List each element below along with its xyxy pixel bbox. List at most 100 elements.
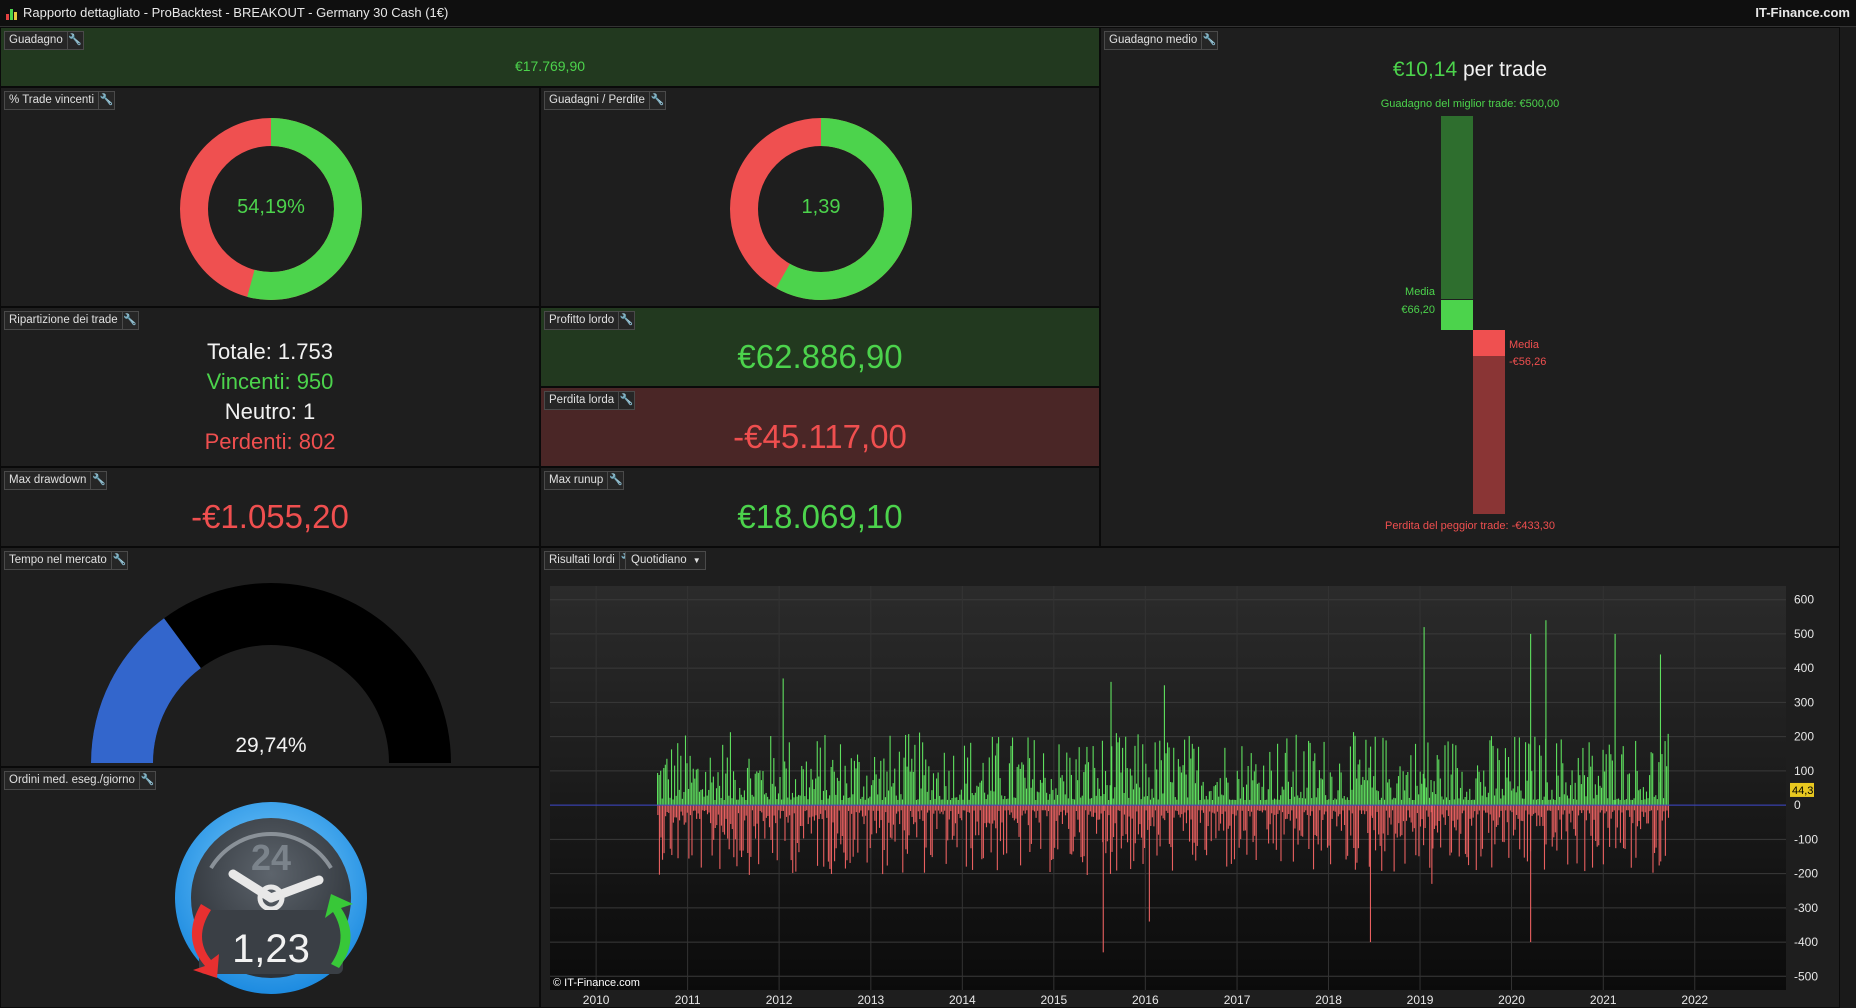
- panel-title-label: Ordini med. eseg./giorno: [9, 774, 135, 786]
- bar: [847, 797, 849, 806]
- bar: [1216, 805, 1218, 812]
- wrench-icon[interactable]: 🔧: [110, 552, 127, 569]
- bar: [1433, 781, 1435, 806]
- bar: [1590, 766, 1592, 806]
- bar: [1401, 799, 1403, 806]
- bar: [782, 678, 784, 806]
- bar: [1113, 805, 1115, 838]
- bar: [1593, 798, 1595, 806]
- bar: [1301, 798, 1303, 806]
- bar: [1587, 805, 1589, 811]
- bar: [696, 805, 698, 819]
- bar: [697, 805, 699, 814]
- bar: [1351, 789, 1353, 806]
- bar: [1163, 685, 1165, 806]
- bar: [1063, 805, 1065, 811]
- bar: [1306, 805, 1308, 815]
- bar: [1015, 805, 1017, 819]
- bar: [1157, 799, 1159, 806]
- bar: [1211, 799, 1214, 806]
- bar: [1352, 732, 1355, 806]
- bar: [742, 797, 744, 806]
- y-tick-label: 600: [1794, 593, 1814, 607]
- bar: [1546, 782, 1548, 806]
- bar: [1343, 805, 1346, 826]
- bar: [1116, 805, 1118, 871]
- bar: [1287, 781, 1289, 806]
- wrench-icon[interactable]: 🔧: [648, 92, 665, 109]
- bar: [1399, 766, 1401, 806]
- bar: [1423, 805, 1425, 846]
- bar: [1543, 796, 1545, 806]
- bar: [714, 805, 716, 829]
- bar: [1283, 805, 1285, 835]
- bar: [822, 790, 824, 806]
- bar: [835, 794, 837, 806]
- bar: [1636, 805, 1639, 827]
- bar: [1390, 787, 1392, 806]
- bar: [1299, 805, 1301, 831]
- bar: [1441, 805, 1443, 815]
- wrench-icon[interactable]: 🔧: [138, 772, 155, 789]
- bar: [1573, 799, 1575, 806]
- bar: [1092, 746, 1094, 806]
- bar: [716, 805, 718, 826]
- bar: [1335, 799, 1338, 806]
- wrench-icon[interactable]: 🔧: [618, 392, 634, 409]
- bar: [1481, 795, 1483, 806]
- panel-title-label: % Trade vincenti: [9, 94, 95, 106]
- bar: [663, 768, 665, 806]
- bar: [1145, 763, 1147, 806]
- bar: [1246, 805, 1248, 855]
- bar: [803, 805, 805, 839]
- bar: [1545, 620, 1547, 806]
- bar: [750, 778, 752, 806]
- wrench-icon[interactable]: 🔧: [1201, 32, 1217, 49]
- bar: [765, 792, 767, 806]
- panel-title: Guadagni / Perdite 🔧: [544, 91, 666, 110]
- bar: [884, 797, 886, 806]
- bar: [1426, 805, 1428, 811]
- bar: [1325, 805, 1327, 812]
- wrench-icon[interactable]: 🔧: [607, 472, 623, 489]
- wrench-icon[interactable]: 🔧: [618, 312, 634, 329]
- wrench-icon[interactable]: 🔧: [90, 472, 106, 489]
- bar: [1413, 799, 1415, 806]
- bar: [1218, 796, 1220, 806]
- bar: [1115, 733, 1117, 806]
- bar: [1404, 805, 1406, 864]
- clock-icon: 24: [175, 802, 367, 994]
- bar: [804, 805, 806, 812]
- bar: [1512, 788, 1514, 806]
- bar: [897, 799, 899, 806]
- worst-trade-bar: [1473, 356, 1505, 514]
- bar: [1331, 805, 1333, 819]
- bar: [731, 805, 733, 830]
- average-suffix: per trade: [1463, 58, 1548, 81]
- bar: [1616, 798, 1618, 806]
- bar: [1016, 766, 1018, 806]
- bar: [815, 805, 817, 816]
- wrench-icon[interactable]: 🔧: [98, 92, 114, 109]
- bar: [1215, 785, 1217, 806]
- bar: [722, 805, 724, 833]
- bar: [1147, 805, 1149, 830]
- bar: [858, 805, 860, 813]
- bar: [1292, 771, 1294, 806]
- bar: [1526, 805, 1528, 862]
- bar: [850, 758, 852, 806]
- bar: [908, 734, 910, 806]
- bar: [1569, 785, 1572, 806]
- wrench-icon[interactable]: 🔧: [121, 312, 138, 329]
- period-dropdown[interactable]: Quotidiano ▼: [625, 551, 706, 570]
- bar: [791, 792, 793, 806]
- bar: [1308, 805, 1310, 849]
- bar: [688, 788, 690, 806]
- bar: [1213, 786, 1215, 806]
- bar: [833, 771, 835, 806]
- bar: [674, 765, 676, 806]
- bar: [914, 805, 916, 823]
- wrench-icon[interactable]: 🔧: [66, 32, 83, 49]
- bar: [799, 805, 802, 826]
- bar: [1650, 752, 1652, 806]
